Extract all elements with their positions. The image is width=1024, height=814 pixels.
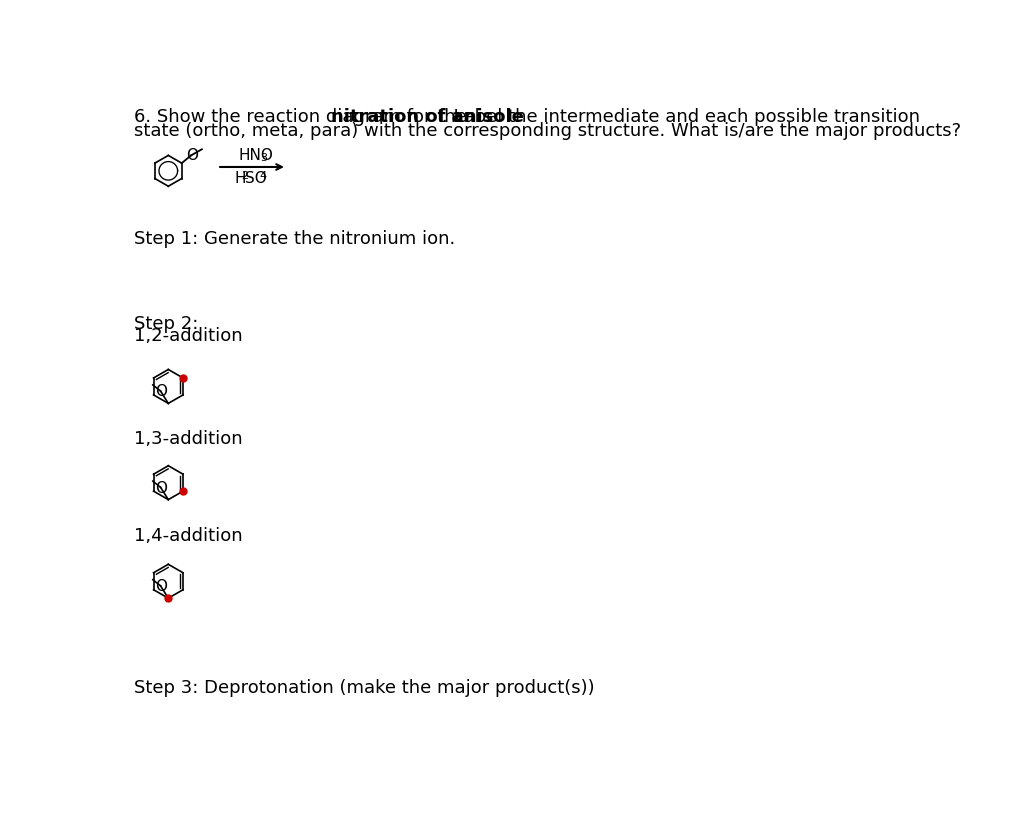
Text: O: O (156, 579, 167, 594)
Text: Step 2:: Step 2: (134, 315, 199, 333)
Text: 2: 2 (241, 171, 248, 181)
Text: Step 1: Generate the nitronium ion.: Step 1: Generate the nitronium ion. (134, 230, 456, 248)
Text: 3: 3 (260, 153, 266, 163)
Text: . Label the intermediate and each possible transition: . Label the intermediate and each possib… (442, 108, 921, 126)
Text: 6. Show the reaction diagram for the: 6. Show the reaction diagram for the (134, 108, 473, 126)
Text: O: O (185, 148, 198, 163)
Text: nitration of anisole: nitration of anisole (331, 108, 523, 126)
Text: O: O (156, 384, 167, 400)
Text: HNO: HNO (238, 148, 273, 163)
Text: 1,2-addition: 1,2-addition (134, 327, 243, 345)
Text: 1,3-addition: 1,3-addition (134, 431, 243, 449)
Text: state (ortho, meta, para) with the corresponding structure. What is/are the majo: state (ortho, meta, para) with the corre… (134, 122, 962, 140)
Text: H: H (234, 171, 247, 186)
Text: Step 3: Deprotonation (make the major product(s)): Step 3: Deprotonation (make the major pr… (134, 679, 595, 697)
Text: 1,4-addition: 1,4-addition (134, 527, 243, 545)
Text: O: O (156, 480, 167, 496)
Text: 4: 4 (260, 171, 267, 181)
Text: SO: SO (245, 171, 267, 186)
